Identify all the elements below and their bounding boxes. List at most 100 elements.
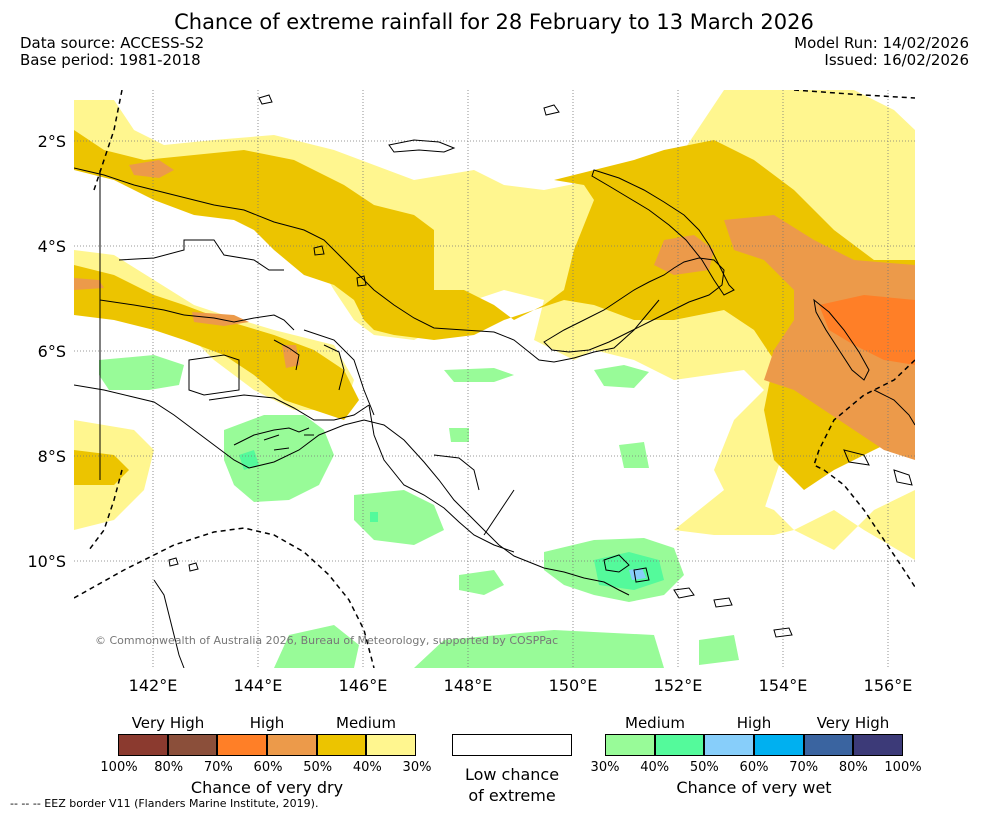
dry-zone-high-west	[74, 278, 104, 290]
lat-tick-6s: 6°S	[37, 342, 66, 361]
issued-date: Issued: 16/02/2026	[824, 51, 969, 69]
small-island-mid2	[313, 245, 325, 256]
map-panel	[74, 90, 915, 668]
torres-strait-islands	[168, 557, 199, 572]
eez-border-southwest	[74, 527, 375, 668]
dentrecasteaux-islands	[603, 554, 650, 583]
legend-low-swatch	[452, 734, 572, 756]
province-borders	[99, 170, 515, 553]
eez-border-northwest	[93, 90, 123, 191]
dry-zone-medium-southwest	[74, 450, 129, 485]
new-ireland-coast	[591, 169, 735, 296]
lon-tick-142e: 142°E	[128, 676, 178, 695]
legend-wet-swatch	[853, 734, 904, 756]
solomon-islands	[843, 389, 915, 486]
lon-tick-146e: 146°E	[338, 676, 388, 695]
lon-tick-148e: 148°E	[443, 676, 493, 695]
eez-borders	[74, 90, 915, 668]
legend-dry-title: Chance of very dry	[190, 778, 344, 797]
lon-tick-150e: 150°E	[548, 676, 598, 695]
legend-wet-category-medium: Medium	[625, 714, 685, 732]
legend-dry-number: 30%	[402, 760, 432, 775]
legend-low-title-line2: of extreme	[468, 786, 556, 805]
eez-border-west	[88, 469, 123, 551]
legend-wet-number: 50%	[689, 760, 719, 775]
legend-wet-swatch	[803, 734, 854, 756]
legend-dry-category-high: High	[249, 714, 285, 732]
legend-wet-number: 30%	[590, 760, 620, 775]
wet-zone-veryhigh-milnebay	[629, 568, 646, 580]
legend-dry-swatch	[118, 734, 168, 756]
legend-wet-swatch	[754, 734, 804, 756]
legend-dry-swatch	[167, 734, 218, 756]
new-guinea-north-coast	[74, 167, 660, 363]
small-island-north1	[543, 104, 560, 116]
dry-zone-high-bismarck	[654, 235, 714, 275]
manus-island	[388, 139, 456, 153]
model-run: Model Run: 14/02/2026	[794, 34, 969, 52]
lat-tick-8s: 8°S	[37, 447, 66, 466]
meta-right: Model Run: 14/02/2026 Issued: 16/02/2026	[794, 35, 969, 69]
page-title: Chance of extreme rainfall for 28 Februa…	[174, 10, 814, 34]
small-island-north2	[258, 94, 273, 105]
wet-zone-medium-bottom2	[414, 630, 664, 668]
lon-tick-156e: 156°E	[863, 676, 913, 695]
dry-zone-medium-north	[74, 130, 915, 490]
legend-wet-number: 100%	[884, 760, 922, 775]
dry-probability-layer	[74, 90, 915, 560]
legend-dry-number: 50%	[303, 760, 333, 775]
legend-wet-number: 70%	[789, 760, 819, 775]
base-period: Base period: 1981-2018	[20, 51, 201, 69]
dry-zone-light-east	[674, 490, 794, 535]
wet-zone-high-southcoast	[370, 512, 378, 522]
legend-dry-number: 40%	[352, 760, 382, 775]
wet-zone-medium-east2	[619, 442, 649, 468]
legend-dry-swatch	[366, 734, 417, 756]
new-guinea-south-coast	[74, 384, 630, 596]
legend-dry-category-very-high: Very High	[131, 714, 205, 732]
legend-wet-swatch	[605, 734, 655, 756]
lat-tick-10s: 10°S	[27, 552, 66, 571]
eez-border-note: -- -- -- EEZ border V11 (Flanders Marine…	[10, 797, 319, 810]
legend-wet-number: 80%	[838, 760, 868, 775]
wet-zone-medium-bottom	[274, 625, 359, 668]
legend-dry-colorbar	[118, 734, 417, 756]
dry-zone-high-north	[129, 160, 174, 178]
legend-dry-number: 80%	[154, 760, 184, 775]
cape-york-coast	[153, 579, 185, 668]
legend-wet-colorbar	[605, 734, 904, 756]
wet-zone-medium-west	[99, 355, 184, 390]
bougainville-coast	[813, 298, 870, 381]
data-source: Data source: ACCESS-S2	[20, 34, 205, 52]
copyright-notice: © Commonwealth of Australia 2026, Bureau…	[95, 634, 559, 647]
legend-wet-number: 40%	[640, 760, 670, 775]
legend-wet-number: 60%	[739, 760, 769, 775]
lon-tick-152e: 152°E	[653, 676, 703, 695]
wet-zone-medium-southcoast	[354, 490, 444, 545]
legend-dry-number: 70%	[203, 760, 233, 775]
legend-low-title: Low chance of extreme	[452, 764, 572, 806]
legend-wet-category-very-high: Very High	[816, 714, 890, 732]
legend-wet-swatch	[654, 734, 705, 756]
eez-border-east	[813, 359, 915, 588]
lat-tick-2s: 2°S	[37, 132, 66, 151]
wet-zone-medium-south	[459, 570, 504, 595]
wet-zone-medium-southeast	[699, 635, 739, 665]
legend-dry-swatch	[217, 734, 268, 756]
dry-zone-veryhigh-solomon	[819, 295, 915, 365]
legend-dry-swatch	[267, 734, 317, 756]
lon-tick-154e: 154°E	[758, 676, 808, 695]
wet-zone-medium-mid	[449, 428, 469, 442]
legend-dry-category-medium: Medium	[336, 714, 396, 732]
dry-zone-high-east	[724, 215, 915, 460]
small-island-mid1	[356, 275, 367, 287]
graticule	[74, 90, 915, 668]
wet-zone-medium-east1	[594, 365, 649, 388]
lat-tick-4s: 4°S	[37, 237, 66, 256]
louisiade-archipelago	[673, 587, 793, 638]
legend-low-title-line1: Low chance	[464, 765, 560, 784]
rainfall-map	[74, 90, 915, 668]
fly-river-delta	[233, 427, 314, 451]
meta-left: Data source: ACCESS-S2 Base period: 1981…	[20, 35, 204, 69]
legend-wet-swatch	[704, 734, 755, 756]
